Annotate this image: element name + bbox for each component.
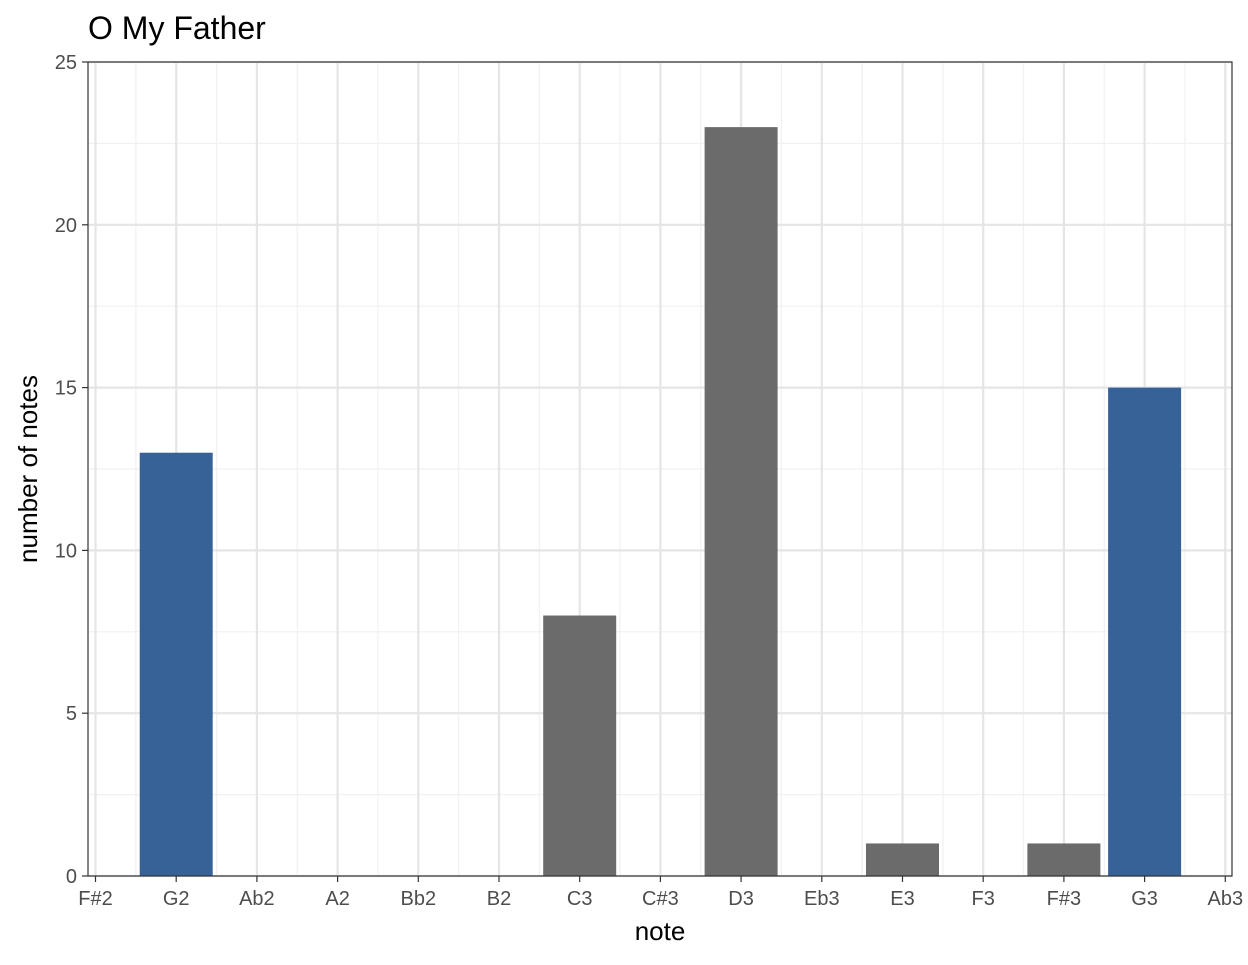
y-tick-label: 15 bbox=[55, 378, 77, 400]
x-tick-label: D3 bbox=[728, 888, 754, 910]
x-tick-label: Eb3 bbox=[804, 888, 840, 910]
bar-g3 bbox=[1108, 387, 1182, 876]
x-tick-label: G2 bbox=[163, 888, 190, 910]
x-tick-label: A2 bbox=[325, 888, 349, 910]
y-tick-label: 0 bbox=[66, 866, 77, 888]
x-tick-label: C3 bbox=[567, 888, 593, 910]
y-tick-label: 10 bbox=[55, 540, 77, 562]
grid-lines bbox=[88, 60, 1232, 878]
bar-fsharp3 bbox=[1027, 843, 1101, 876]
x-tick-label: Ab3 bbox=[1208, 888, 1244, 910]
x-axis-label: note bbox=[635, 916, 686, 946]
y-axis-label: number of notes bbox=[13, 375, 43, 563]
y-axis-ticks: 0 5 10 15 20 25 bbox=[55, 52, 88, 888]
bar-c3 bbox=[543, 615, 617, 876]
y-tick-label: 20 bbox=[55, 215, 77, 237]
x-tick-label: F#2 bbox=[78, 888, 112, 910]
x-tick-label: B2 bbox=[487, 888, 511, 910]
bar-d3 bbox=[704, 127, 778, 877]
x-tick-label: Ab2 bbox=[239, 888, 275, 910]
x-tick-label: Bb2 bbox=[401, 888, 437, 910]
x-tick-label: F3 bbox=[972, 888, 995, 910]
bar-g2 bbox=[139, 452, 213, 876]
bar-e3 bbox=[866, 843, 939, 876]
y-tick-label: 5 bbox=[66, 703, 77, 725]
x-tick-label: F#3 bbox=[1047, 888, 1081, 910]
x-tick-label: G3 bbox=[1131, 888, 1158, 910]
y-tick-label: 25 bbox=[55, 52, 77, 74]
chart-title: O My Father bbox=[88, 10, 266, 46]
x-tick-label: C#3 bbox=[642, 888, 679, 910]
x-axis-ticks: F#2 G2 Ab2 A2 Bb2 B2 C3 C#3 D3 Eb3 E3 F3 F#3 G3 Ab3 bbox=[78, 876, 1243, 910]
bars bbox=[139, 127, 1182, 877]
x-tick-label: E3 bbox=[890, 888, 914, 910]
